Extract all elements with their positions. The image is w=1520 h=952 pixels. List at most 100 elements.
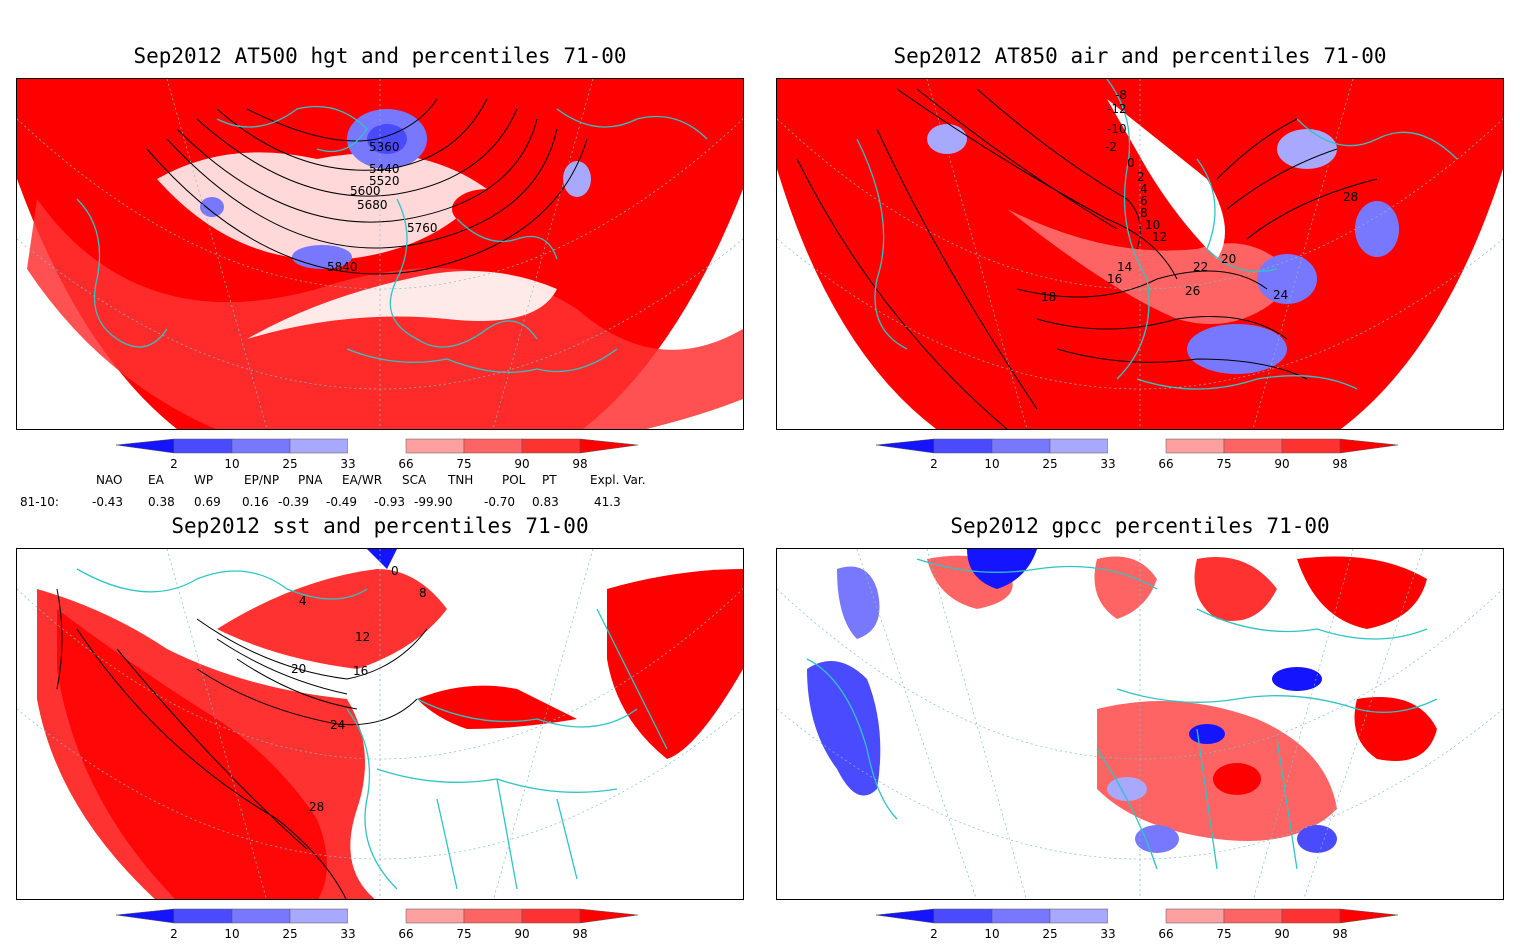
colorbar-svg: 2 10 25 33 66 75 90 98	[875, 438, 1399, 471]
contour-label-14: 14	[1117, 260, 1132, 274]
colorbar-tick-label: 2	[170, 927, 178, 941]
colorbar-segment	[348, 439, 406, 453]
colorbar-svg: 2 10 25 33 66 75 90 98	[115, 438, 639, 471]
contour-label-20: 20	[291, 662, 306, 676]
colorbar-tick-label: 75	[456, 457, 471, 471]
index-value: -0.43	[92, 495, 124, 509]
colorbar-svg: 2 10 25 33 66 75 90 98	[875, 908, 1399, 941]
coastlines	[856, 79, 1458, 390]
colorbar-tick-label: 2	[170, 457, 178, 471]
colorbar-segment	[463, 438, 523, 454]
colorbar-tick-label: 33	[340, 457, 355, 471]
index-value: -99.90	[414, 495, 453, 509]
percentile-field-low	[367, 549, 397, 569]
contour-label-16: 16	[1107, 272, 1122, 286]
colorbar-segment	[933, 438, 993, 454]
graticule	[777, 79, 1503, 429]
contour-label-20: 20	[1221, 252, 1236, 266]
contour-label-5840: 5840	[327, 260, 358, 274]
colorbar-tick-label: 25	[1042, 927, 1057, 941]
colorbar-segment	[521, 438, 581, 454]
percentile-field-98	[57, 609, 327, 899]
colorbar-tick-label: 75	[1216, 927, 1231, 941]
contour-label-5760: 5760	[407, 221, 438, 235]
contour-label-m10: -10	[1107, 122, 1127, 136]
map-hgt500: 5360 5440 5520 5600 5680 5760 5840	[16, 78, 744, 430]
index-header: SCA	[402, 473, 427, 487]
percentile-field-98-east	[607, 569, 743, 759]
colorbar-tick-label: 90	[1274, 927, 1289, 941]
colorbar-tick-label: 90	[514, 927, 529, 941]
percentile-field-75	[1007, 209, 1297, 324]
index-value: 0.83	[532, 495, 559, 509]
percentile-field-low-core	[367, 124, 407, 154]
map-sst: 0 4 8 12 16 20 24 28	[16, 548, 744, 900]
colorbar-arrow-low	[115, 438, 175, 454]
colorbar-arrow-low	[875, 908, 935, 924]
index-value: 41.3	[594, 495, 621, 509]
colorbar-segment	[289, 438, 349, 454]
contour-label-5520: 5520	[369, 174, 400, 188]
colorbar-segment	[1165, 908, 1225, 924]
colorbar-arrow-high	[1339, 908, 1399, 924]
contour-label-0: 0	[391, 564, 399, 578]
panel-title-gpcc: Sep2012 gpcc percentiles 71-00	[950, 514, 1330, 538]
colorbar-segment	[1049, 908, 1109, 924]
colorbar-bottom-left: 2 10 25 33 66 75 90 98	[115, 908, 676, 948]
contour-label-0: 0	[1127, 156, 1135, 170]
colorbar-tick-label: 90	[1274, 457, 1289, 471]
percentile-field-98-med	[417, 685, 577, 729]
index-header: PNA	[298, 473, 323, 487]
percentile-field-low-5	[927, 124, 967, 154]
colorbar-bottom-right: 2 10 25 33 66 75 90 98	[875, 908, 1436, 948]
contour-labels: 0 4 8 12 16 20 24 28	[291, 564, 427, 814]
map-air850: -8 -12 -10 -2 0 2 4 6 8 10 12 14 16 18 2…	[776, 78, 1504, 430]
colorbar-tick-label: 10	[224, 927, 239, 941]
percentile-field-low-2	[1187, 324, 1287, 374]
coastlines	[76, 105, 708, 373]
colorbar-tick-label: 66	[1158, 927, 1173, 941]
colorbar-segment	[1049, 438, 1109, 454]
sst-contours	[56, 588, 428, 899]
colorbar-segment	[231, 908, 291, 924]
colorbar-segment	[991, 438, 1051, 454]
colorbar-segment	[1281, 438, 1341, 454]
contour-label-18: 18	[1041, 290, 1056, 304]
contour-label-5360: 5360	[369, 140, 400, 154]
contour-label-5680: 5680	[357, 198, 388, 212]
panel-title-sst: Sep2012 sst and percentiles 71-00	[171, 514, 589, 538]
colorbar-segment	[1108, 439, 1166, 453]
colorbar-tick-label: 98	[572, 927, 587, 941]
index-value: -0.70	[484, 495, 516, 509]
colorbar-segment	[1281, 908, 1341, 924]
contour-label-4: 4	[1140, 182, 1148, 196]
contour-label-8: 8	[1140, 206, 1148, 220]
index-value: 0.38	[148, 495, 175, 509]
percentile-field-neutral-2	[247, 271, 557, 339]
panel-title-hgt500: Sep2012 AT500 hgt and percentiles 71-00	[133, 44, 627, 68]
percentile-field-low-4	[1277, 129, 1337, 169]
percentile-field-low-3	[200, 197, 224, 217]
percentile-field-neutral	[157, 152, 487, 260]
colorbar-tick-label: 2	[930, 457, 938, 471]
colorbar-arrow-low	[875, 438, 935, 454]
coastlines	[76, 568, 668, 890]
colorbar-tick-label: 98	[1332, 457, 1347, 471]
colorbar-segment	[405, 438, 465, 454]
index-value: -0.93	[374, 495, 406, 509]
colorbar-segment	[463, 908, 523, 924]
colorbar-tick-label: 25	[1042, 457, 1057, 471]
contour-label-m2: -2	[1105, 140, 1117, 154]
indices-row-label: 81-10:	[20, 495, 59, 509]
contour-label-12: 12	[355, 630, 370, 644]
contour-label-28: 28	[1343, 190, 1358, 204]
index-header: TNH	[448, 473, 474, 487]
colorbar-segment	[173, 438, 233, 454]
index-header: POL	[502, 473, 526, 487]
colorbar-segment	[1223, 438, 1283, 454]
colorbar-top-left: 2 10 25 33 66 75 90 98	[115, 438, 676, 478]
colorbar-tick-label: 98	[572, 457, 587, 471]
colorbar-tick-label: 75	[456, 927, 471, 941]
graticule	[17, 549, 743, 899]
colorbar-segment	[289, 908, 349, 924]
